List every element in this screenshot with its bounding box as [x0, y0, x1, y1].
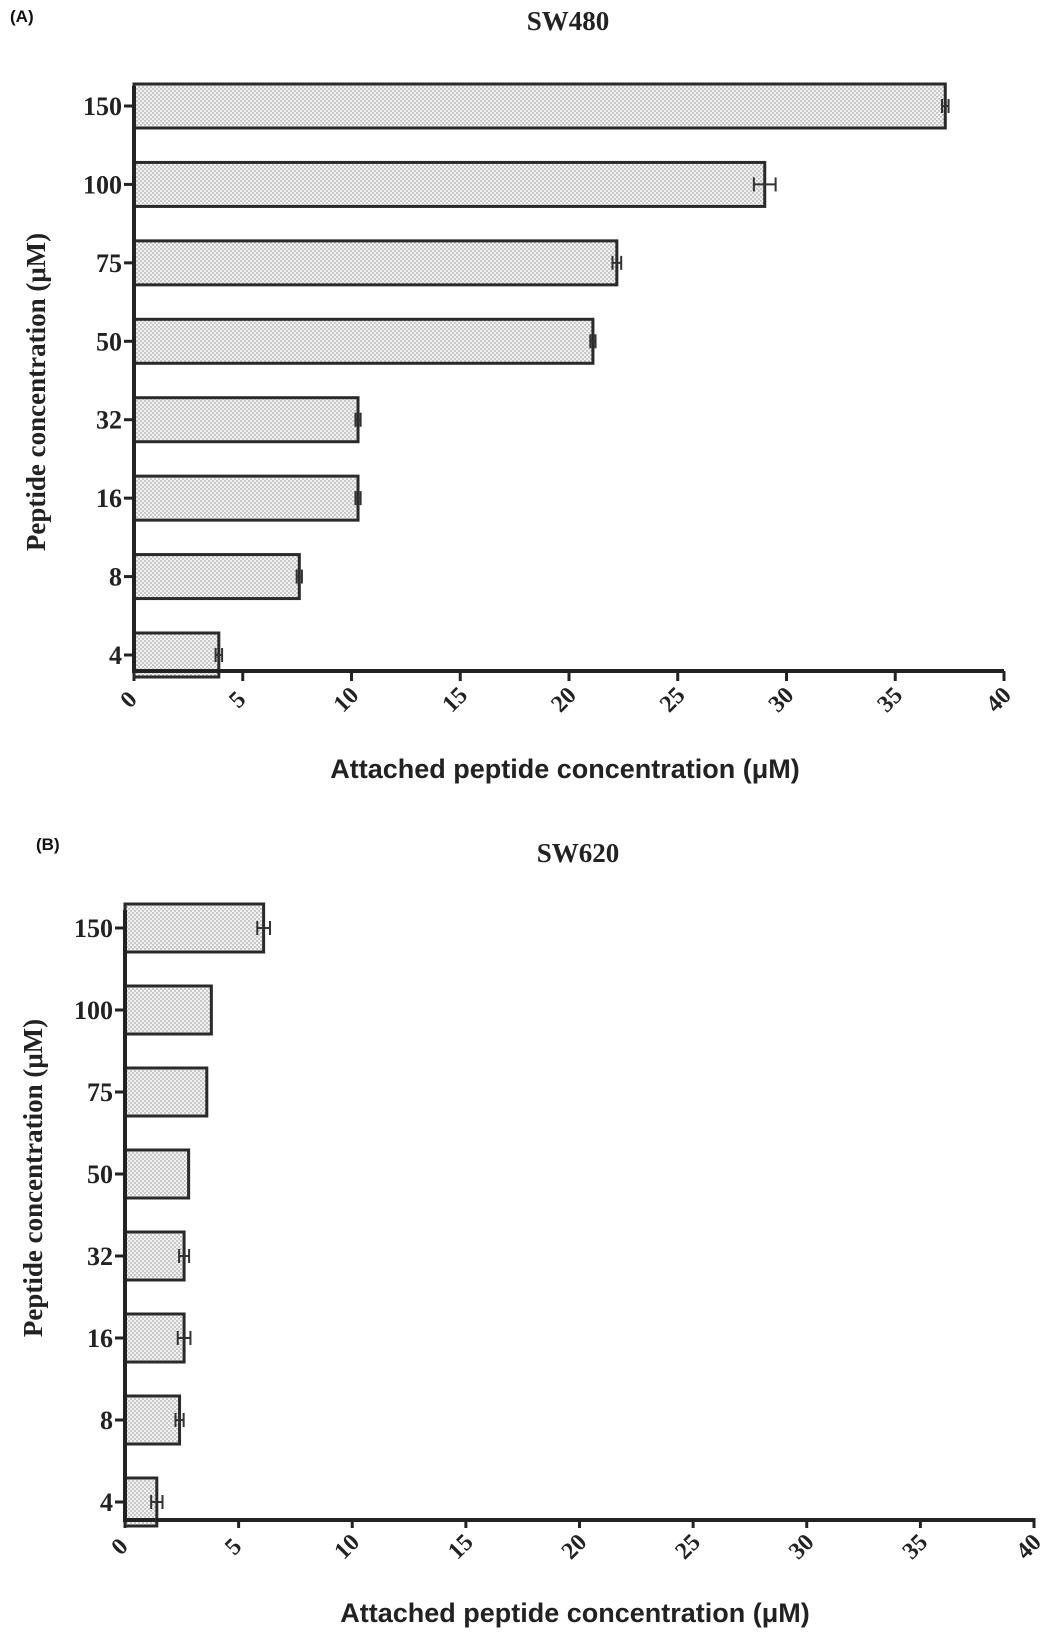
- panel-b-x-axis-label: Attached peptide concentration (μM): [340, 1598, 810, 1628]
- y-tick-label: 100: [74, 996, 113, 1025]
- bar: [123, 1394, 182, 1446]
- y-tick-label: 16: [96, 484, 122, 513]
- y-tick-label: 75: [96, 249, 122, 278]
- error-bar: [256, 921, 271, 935]
- x-tick-label: 25: [670, 1529, 705, 1564]
- error-bar: [176, 1331, 192, 1345]
- error-bar: [178, 1249, 191, 1263]
- x-tick-label: 35: [898, 1529, 933, 1564]
- error-bar: [295, 569, 303, 584]
- y-tick-label: 150: [83, 92, 122, 121]
- bar: [123, 1312, 186, 1364]
- error-bar: [941, 99, 950, 113]
- x-tick-label: 0: [107, 1534, 134, 1561]
- error-bar: [354, 491, 362, 506]
- x-tick-label: 10: [329, 682, 364, 717]
- y-tick-label: 32: [87, 1242, 113, 1271]
- panel-b-chart: (B) SW620 Peptide concentration (μM) Att…: [18, 835, 1047, 1628]
- bar: [132, 82, 947, 130]
- error-bar: [611, 255, 623, 270]
- x-tick-label: 20: [546, 682, 581, 717]
- x-tick-label: 30: [764, 682, 799, 717]
- y-tick-label: 150: [74, 914, 113, 943]
- x-tick-label: 5: [224, 687, 251, 714]
- panel-a-y-axis-label: Peptide concentration (μM): [21, 233, 51, 551]
- panel-b-marks: 0 5 10 15 20 25 30 35 40 150 100 75 50 32 16 8 4: [74, 902, 1047, 1565]
- x-tick-label: 40: [981, 682, 1016, 717]
- bar: [123, 1148, 191, 1200]
- panel-a-label: (A): [10, 7, 34, 26]
- y-tick-label: 32: [96, 406, 122, 435]
- panel-b-y-axis-label: Peptide concentration (μM): [18, 1019, 48, 1337]
- y-tick-label: 16: [87, 1324, 113, 1353]
- panel-a-x-axis-label: Attached peptide concentration (μM): [330, 754, 800, 784]
- x-tick-label: 35: [873, 682, 908, 717]
- error-bar: [150, 1495, 164, 1509]
- error-bar: [752, 177, 777, 192]
- bar: [123, 1066, 209, 1118]
- y-tick-label: 4: [109, 641, 122, 670]
- bar: [132, 553, 301, 601]
- y-tick-label: 75: [87, 1078, 113, 1107]
- x-tick-label: 5: [220, 1534, 247, 1561]
- x-tick-label: 0: [116, 687, 143, 714]
- x-tick-label: 30: [784, 1529, 819, 1564]
- panel-a-title: SW480: [527, 6, 610, 36]
- x-tick-label: 15: [438, 682, 473, 717]
- bar: [132, 474, 360, 522]
- x-tick-label: 40: [1011, 1529, 1046, 1564]
- panel-a-chart: (A) SW480 Peptide concentration (μM) Att…: [10, 6, 1017, 784]
- y-tick-label: 8: [100, 1406, 113, 1435]
- bar: [132, 317, 595, 365]
- x-tick-label: 15: [443, 1529, 478, 1564]
- bar: [132, 160, 767, 208]
- y-tick-label: 50: [96, 327, 122, 356]
- y-tick-label: 100: [83, 170, 122, 199]
- bar: [123, 902, 266, 954]
- error-bar: [174, 1413, 185, 1427]
- panel-a-marks: 0 5 10 15 20 25 30 35 40 150 100 75 50 32 16 8 4: [83, 82, 1017, 718]
- y-tick-label: 4: [100, 1488, 113, 1517]
- bar: [123, 984, 213, 1036]
- panel-b-title: SW620: [537, 838, 620, 868]
- y-tick-label: 8: [109, 563, 122, 592]
- error-bar: [354, 412, 362, 427]
- y-tick-label: 50: [87, 1160, 113, 1189]
- error-bar: [589, 334, 597, 349]
- error-bar: [214, 648, 224, 662]
- x-tick-label: 25: [655, 682, 690, 717]
- panel-b-label: (B): [36, 835, 60, 854]
- bar: [123, 1230, 186, 1282]
- bar: [132, 239, 619, 287]
- x-tick-label: 10: [330, 1529, 365, 1564]
- bar: [132, 396, 360, 444]
- x-tick-label: 20: [557, 1529, 592, 1564]
